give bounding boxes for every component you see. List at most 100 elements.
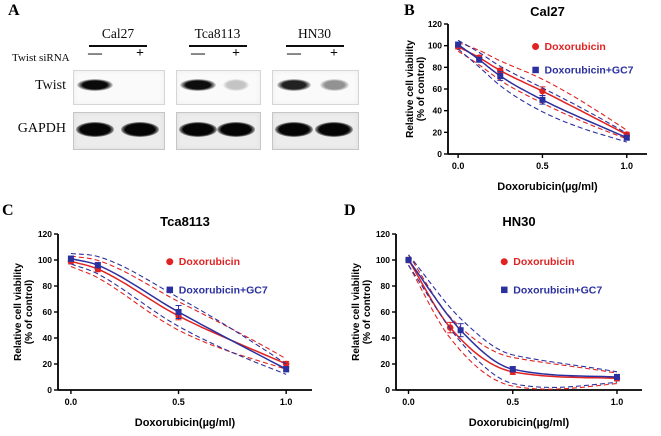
legend-label: Doxorubicin — [545, 41, 606, 53]
x-tick-label: 0.5 — [172, 397, 185, 407]
plus-sign: + — [136, 46, 144, 61]
y-tick-label: 80 — [433, 62, 443, 72]
x-axis-label: Doxorubicin(µg/ml) — [497, 181, 598, 193]
y-tick-label: 20 — [43, 359, 53, 369]
y-tick-label: 0 — [437, 149, 442, 159]
x-tick-label: 0.5 — [506, 397, 519, 407]
x-axis-label: Doxorubicin(µg/ml) — [135, 417, 236, 429]
chart-title: HN30 — [502, 214, 535, 229]
y-tick-label: 120 — [376, 229, 390, 239]
fitted-curve — [70, 257, 287, 370]
x-tick-label: 1.0 — [280, 397, 293, 407]
legend-label: Doxorubicin+GC7 — [179, 284, 268, 296]
data-point-square — [613, 374, 620, 380]
data-point-circle — [539, 87, 546, 95]
y-axis-label-line2: (% of control) — [24, 280, 35, 344]
y-axis-label-line2: (% of control) — [362, 280, 373, 344]
x-tick-label: 1.0 — [611, 397, 624, 407]
y-tick-label: 120 — [38, 229, 52, 239]
dose-response-chart-tca8113: 0 20 40 60 80 100 120 0.0 0.5 1.0 Tca8113 Doxorubic… — [13, 214, 312, 429]
confidence-band-curve — [457, 39, 628, 134]
y-tick-label: 0 — [385, 385, 390, 395]
y-tick-label: 40 — [433, 106, 443, 116]
twist-band — [222, 79, 250, 91]
data-point-square — [175, 309, 182, 315]
gapdh-row-label: GAPDH — [17, 121, 66, 136]
minus-sign: — — [287, 46, 301, 61]
data-point-square — [405, 257, 412, 263]
twist-row-label: Twist — [35, 78, 66, 93]
gapdh-band — [217, 122, 255, 137]
y-tick-label: 120 — [428, 19, 442, 29]
x-tick-label: 0.0 — [65, 397, 78, 407]
panel-label-d: D — [344, 202, 356, 219]
data-point-square — [623, 134, 630, 141]
confidence-band-curve — [70, 252, 287, 365]
data-point-square — [497, 73, 504, 79]
fitted-curve — [407, 259, 618, 380]
y-axis-label-line1: Relative cell viability — [13, 263, 24, 361]
data-point-square — [283, 366, 290, 373]
plus-sign: + — [232, 46, 240, 61]
y-tick-label: 100 — [376, 255, 390, 265]
gapdh-band — [315, 122, 353, 137]
data-point-square — [539, 96, 546, 103]
y-tick-label: 20 — [433, 127, 443, 137]
gapdh-band — [179, 122, 217, 137]
legend-label: Doxorubicin — [513, 256, 574, 268]
confidence-band-curve — [408, 254, 618, 374]
twist-band — [180, 79, 216, 91]
cell-line-underline — [89, 45, 147, 47]
panel-label-b: B — [404, 2, 415, 19]
twist-band — [77, 79, 113, 91]
twist-band — [319, 79, 349, 91]
twist-band — [276, 79, 312, 91]
confidence-band-curve — [408, 264, 618, 388]
data-point-square — [476, 56, 483, 63]
minus-sign: — — [191, 46, 205, 61]
fitted-curve — [407, 259, 618, 378]
gapdh-band — [121, 122, 159, 137]
y-tick-label: 60 — [43, 307, 53, 317]
y-tick-label: 40 — [43, 333, 53, 343]
data-point-square — [94, 262, 101, 269]
cell-line-label: Tca8113 — [194, 26, 241, 41]
confidence-band-curve — [408, 254, 618, 373]
data-point-circle — [497, 67, 504, 74]
panel-label-c: C — [2, 202, 14, 219]
chart-title: Tca8113 — [160, 214, 210, 229]
data-point-square — [455, 41, 462, 48]
legend-label: Doxorubicin+GC7 — [513, 284, 602, 296]
legend-marker-circle — [500, 258, 508, 266]
plus-sign: + — [330, 46, 338, 61]
data-point-circle — [447, 324, 454, 331]
x-tick-label: 0.5 — [536, 161, 549, 171]
y-tick-label: 100 — [428, 41, 442, 51]
confidence-band-curve — [457, 41, 628, 131]
y-tick-label: 100 — [38, 255, 52, 265]
y-tick-label: 20 — [381, 359, 391, 369]
twist-sirna-label: Twist siRNA — [12, 52, 70, 64]
y-tick-label: 40 — [381, 333, 391, 343]
y-tick-label: 80 — [43, 281, 53, 291]
panel-label-a: A — [8, 2, 20, 19]
data-point-square — [67, 255, 74, 262]
y-tick-label: 60 — [433, 84, 443, 94]
data-point-square — [509, 366, 516, 373]
y-tick-label: 60 — [381, 307, 391, 317]
dose-response-chart-hn30: 0 20 40 60 80 100 120 0.0 0.5 1.0 HN30 Doxorubicin (… — [351, 214, 642, 429]
confidence-band-curve — [457, 48, 627, 143]
minus-sign: — — [88, 46, 102, 61]
gapdh-band — [275, 122, 313, 137]
y-tick-label: 0 — [47, 385, 52, 395]
x-tick-label: 0.0 — [402, 397, 415, 407]
western-blot-panel: Twist siRNA Twist GAPDH Cal27 — + Tca8113 — +… — [0, 0, 400, 200]
legend-marker-circle — [166, 258, 174, 266]
y-tick-label: 80 — [381, 281, 391, 291]
cell-line-underline — [188, 45, 247, 47]
cell-line-label: HN30 — [298, 26, 331, 41]
data-point-square — [457, 327, 464, 334]
legend-marker-square — [501, 286, 508, 294]
y-axis-label-line1: Relative cell viability — [405, 40, 416, 138]
